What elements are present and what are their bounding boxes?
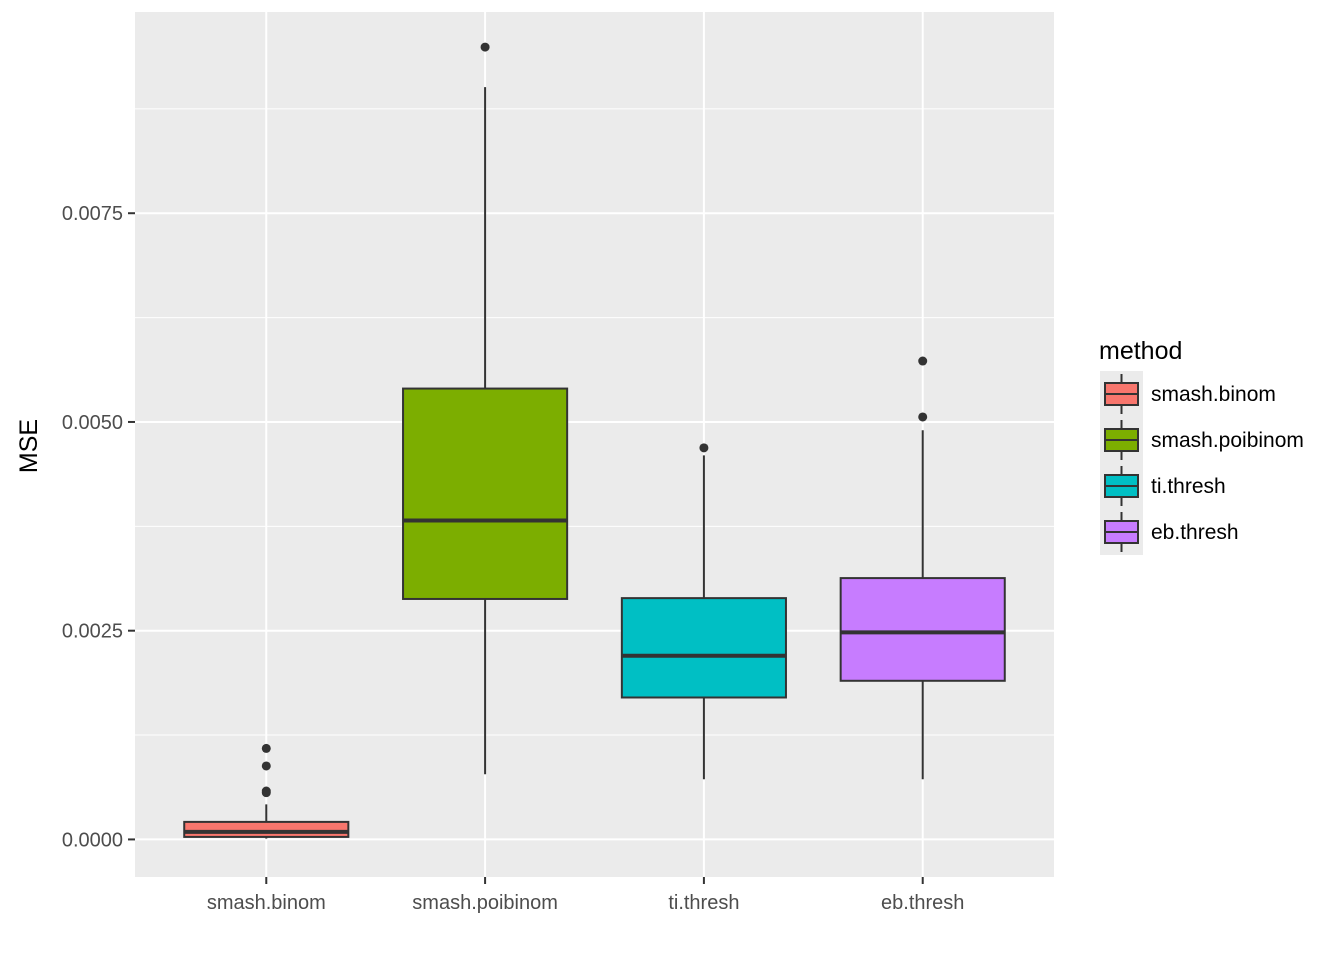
legend-label: eb.thresh	[1151, 521, 1239, 544]
x-tick-label: smash.poibinom	[412, 892, 558, 914]
legend-item-ti.thresh: ti.thresh	[1100, 463, 1226, 509]
box-ti.thresh	[620, 443, 787, 780]
legend-item-smash.poibinom: smash.poibinom	[1100, 417, 1304, 463]
y-tick-label: 0.0050	[62, 412, 123, 434]
panel-background	[135, 12, 1054, 877]
legend-title: method	[1099, 337, 1182, 365]
legend: smash.binom smash.poibinom ti.thresh eb.thr…	[1100, 371, 1304, 555]
box-iqr	[620, 597, 787, 699]
x-tick-label: smash.binom	[207, 892, 326, 914]
box-iqr	[183, 820, 350, 838]
outlier-point	[918, 412, 928, 422]
box-group	[183, 42, 1006, 839]
box-iqr	[402, 387, 569, 600]
outlier-point	[261, 743, 271, 753]
y-tick-label: 0.0025	[62, 621, 123, 643]
x-axis: smash.binom smash.poibinom ti.thresh eb.thr…	[207, 877, 964, 914]
outlier-point	[480, 42, 490, 52]
x-tick-label: ti.thresh	[668, 892, 739, 914]
outlier-point	[261, 788, 271, 798]
grid-minor-lines	[135, 108, 1054, 736]
outlier-point	[261, 761, 271, 771]
legend-item-eb.thresh: eb.thresh	[1100, 509, 1239, 555]
box-eb.thresh	[839, 356, 1006, 780]
y-axis: 0.0000 0.0025 0.0050 0.0075	[62, 203, 135, 851]
box-smash.binom	[183, 743, 350, 839]
y-tick-label: 0.0000	[62, 829, 123, 851]
outlier-point	[699, 443, 709, 453]
box-smash.poibinom	[402, 42, 569, 775]
legend-label: ti.thresh	[1151, 475, 1226, 498]
box-iqr	[839, 577, 1006, 682]
legend-label: smash.poibinom	[1151, 429, 1304, 452]
y-tick-label: 0.0075	[62, 203, 123, 225]
y-axis-title: MSE	[15, 419, 43, 473]
x-tick-label: eb.thresh	[881, 892, 964, 914]
legend-label: smash.binom	[1151, 383, 1276, 406]
outlier-point	[918, 356, 928, 366]
legend-item-smash.binom: smash.binom	[1100, 371, 1276, 417]
